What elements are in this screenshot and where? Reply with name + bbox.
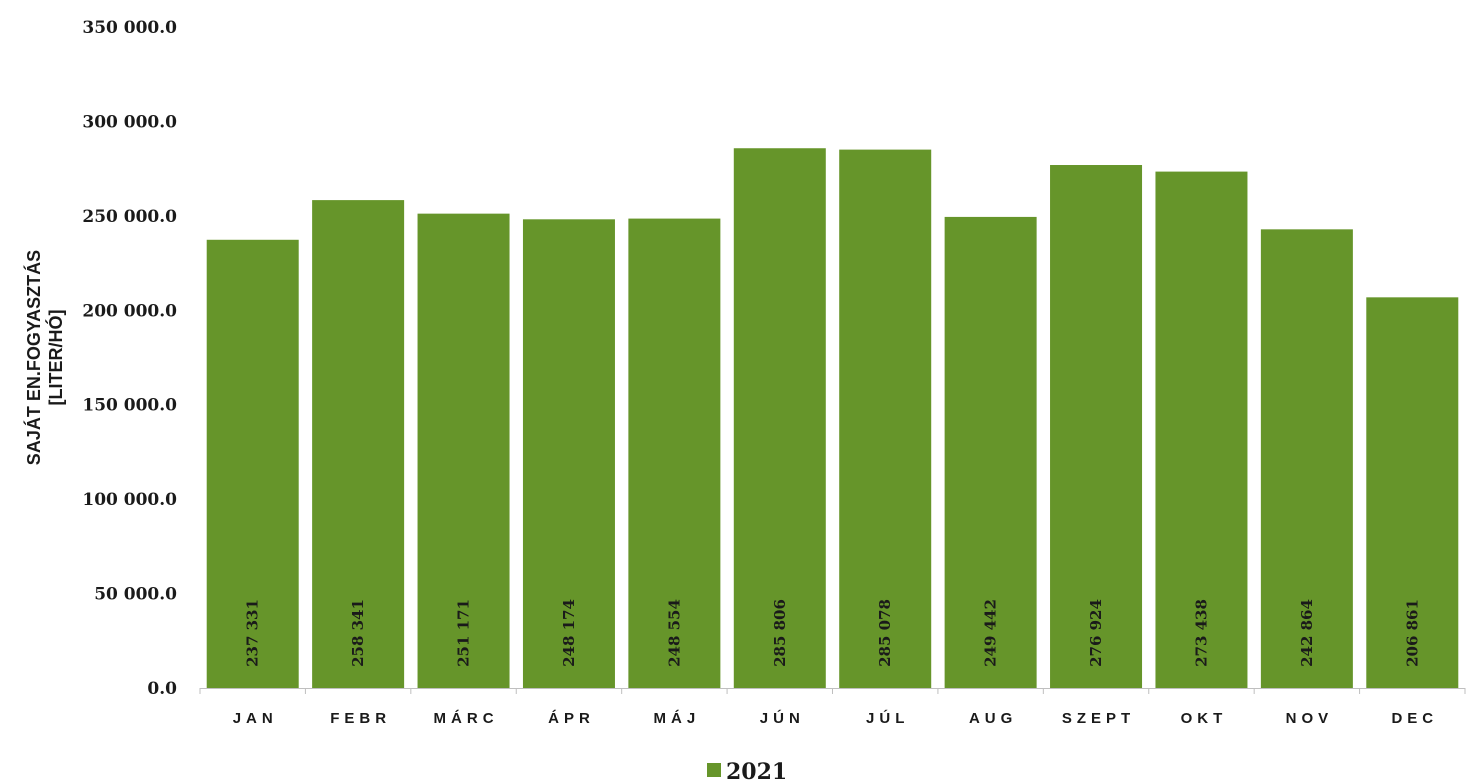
y-tick-label: 100 000.0 bbox=[82, 490, 177, 510]
bar bbox=[1155, 171, 1248, 689]
y-tick-label: 250 000.0 bbox=[82, 207, 177, 227]
data-label: 285 806 bbox=[771, 599, 789, 667]
data-label: 273 438 bbox=[1192, 599, 1210, 667]
x-category-label: AUG bbox=[969, 710, 1017, 727]
y-tick-label: 50 000.0 bbox=[94, 585, 177, 605]
data-label: 206 861 bbox=[1403, 599, 1421, 667]
bar bbox=[1260, 229, 1353, 688]
bar bbox=[628, 218, 721, 688]
x-category-label: SZEPT bbox=[1062, 710, 1135, 727]
x-axis: JAN FEBR MÁRC ÁPR MÁJ JÚN JÚL AUG SZEPT OKT NOV DEC bbox=[199, 688, 1466, 727]
data-label: 242 864 bbox=[1298, 599, 1316, 667]
x-category-label: JÚL bbox=[866, 709, 909, 727]
bar bbox=[206, 239, 299, 688]
y-tick-label: 150 000.0 bbox=[82, 396, 177, 416]
y-axis-title-line-2: [LITER/HÓ] bbox=[45, 310, 66, 406]
data-label: 237 331 bbox=[244, 599, 262, 667]
y-tick-label: 0.0 bbox=[147, 679, 177, 699]
data-label: 251 171 bbox=[455, 599, 473, 667]
data-label: 248 554 bbox=[665, 599, 683, 667]
data-label: 248 174 bbox=[560, 599, 578, 667]
x-category-label: DEC bbox=[1391, 710, 1438, 727]
legend: 2021 bbox=[707, 759, 787, 782]
data-label: 249 442 bbox=[982, 599, 1000, 667]
data-label: 285 078 bbox=[876, 599, 894, 667]
bar bbox=[733, 148, 826, 688]
bar bbox=[944, 216, 1037, 689]
y-tick-label: 300 000.0 bbox=[82, 112, 177, 132]
x-category-label: FEBR bbox=[330, 710, 391, 727]
y-axis-title: SAJÁT EN.FOGYASZTÁS [LITER/HÓ] bbox=[23, 250, 66, 465]
x-category-label: JÚN bbox=[760, 709, 805, 727]
x-category-label: MÁJ bbox=[654, 710, 701, 727]
bar bbox=[1050, 165, 1143, 688]
bars bbox=[206, 148, 1459, 689]
data-label: 276 924 bbox=[1087, 599, 1105, 667]
x-category-label: JAN bbox=[233, 710, 278, 727]
x-category-label: MÁRC bbox=[434, 710, 499, 727]
bar bbox=[522, 219, 615, 689]
bar bbox=[312, 200, 405, 689]
x-category-label: NOV bbox=[1286, 710, 1334, 727]
data-labels: 237 331 258 341 251 171 248 174 248 554 285 8… bbox=[244, 599, 1422, 667]
bar bbox=[417, 213, 510, 688]
y-axis-ticks: 0.0 50 000.0 100 000.0 150 000.0 200 000.0 25… bbox=[82, 18, 177, 699]
legend-label-2021: 2021 bbox=[726, 759, 787, 782]
y-tick-label: 350 000.0 bbox=[82, 18, 177, 38]
data-label: 258 341 bbox=[349, 599, 367, 667]
bar bbox=[839, 149, 932, 688]
legend-swatch-2021 bbox=[707, 763, 721, 777]
bar bbox=[1366, 297, 1459, 688]
y-axis-title-line-1: SAJÁT EN.FOGYASZTÁS bbox=[23, 250, 44, 465]
x-category-label: OKT bbox=[1181, 710, 1228, 727]
y-tick-label: 200 000.0 bbox=[82, 301, 177, 321]
x-category-label: ÁPR bbox=[548, 710, 595, 727]
